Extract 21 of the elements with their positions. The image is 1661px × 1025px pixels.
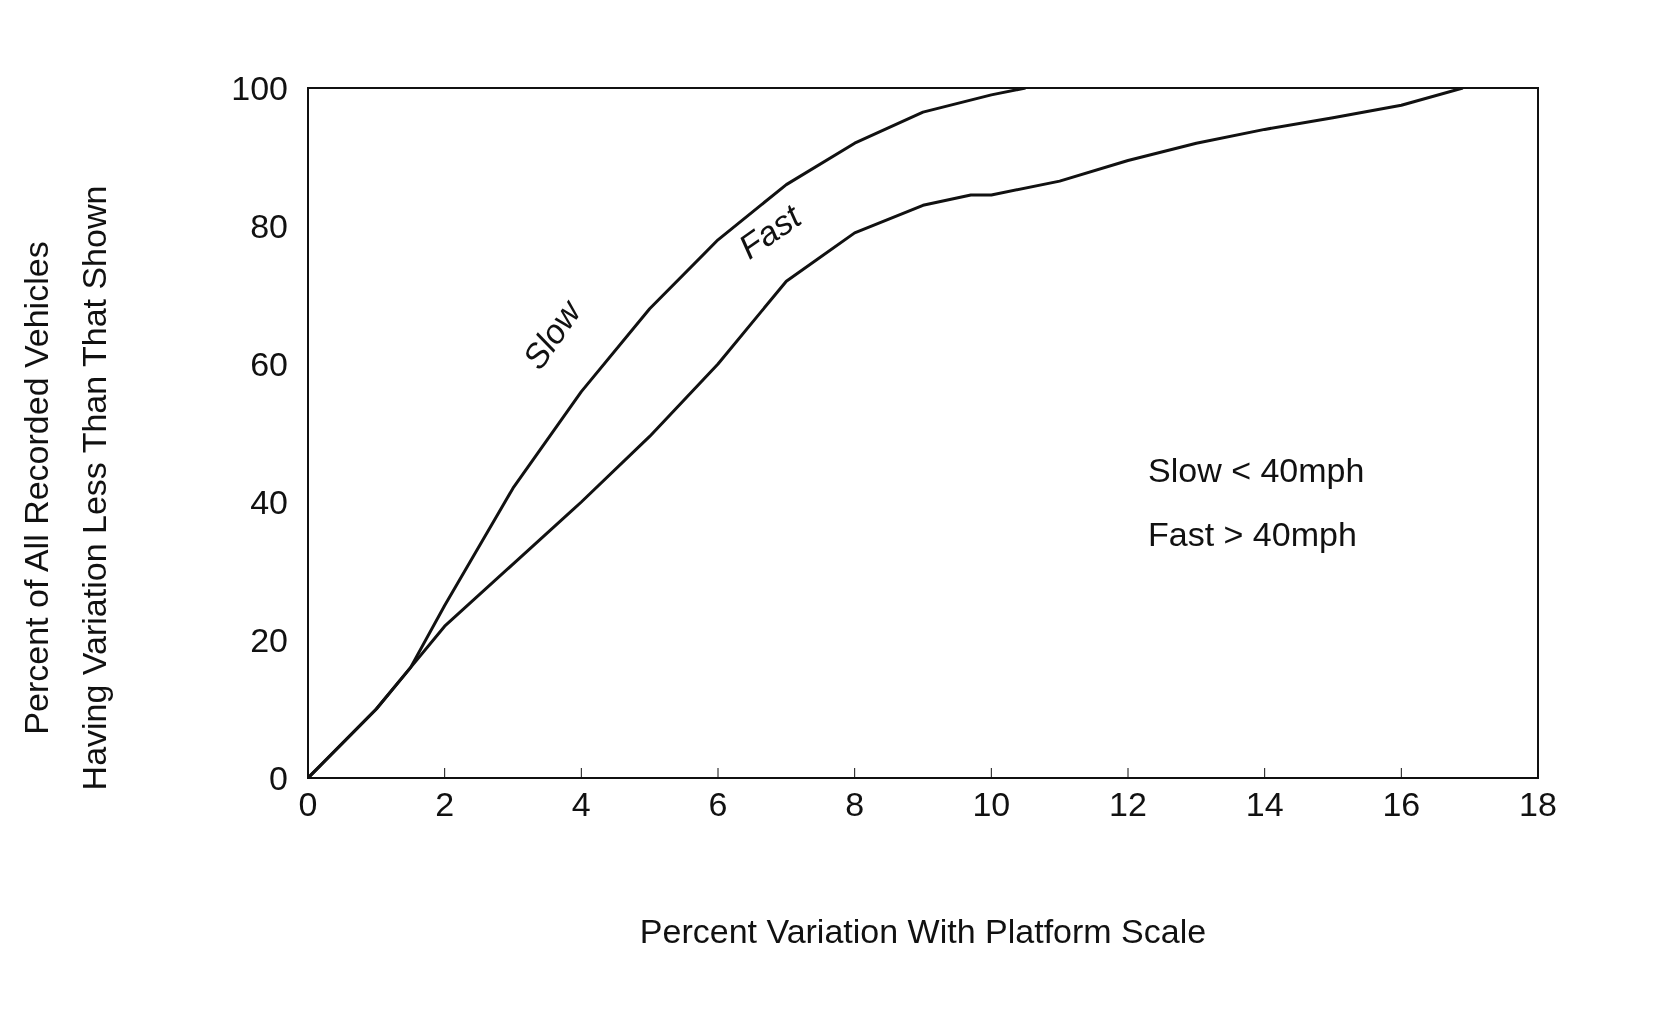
x-tick-label: 6 [708, 785, 728, 824]
x-tick-label: 18 [1519, 785, 1557, 824]
y-tick-label: 0 [269, 759, 288, 798]
x-tick-label: 16 [1382, 785, 1421, 824]
y-tick-label: 60 [250, 345, 288, 384]
x-tick-label: 0 [298, 785, 318, 824]
x-tick-label: 12 [1109, 785, 1147, 824]
y-tick-label: 20 [250, 621, 288, 660]
text: Fast [731, 195, 809, 266]
x-tick-label: 4 [571, 785, 591, 824]
x-tick-label: 8 [845, 785, 865, 824]
annotation: Slow < 40mph [1148, 450, 1365, 491]
x-tick-label: 2 [435, 785, 455, 824]
x-axis-title: Percent Variation With Platform Scale [639, 912, 1207, 950]
y-tick-label: 40 [250, 483, 288, 522]
x-tick-label: 10 [972, 785, 1011, 824]
x-tick-label: 14 [1245, 785, 1284, 824]
y-tick-label: 80 [250, 207, 288, 246]
y-tick-label: 100 [231, 69, 288, 108]
annotation: Fast > 40mph [1148, 514, 1358, 555]
y-axis-title: Percent of All Recorded Vehicles Having Variation Less Than That Shown [17, 185, 113, 791]
